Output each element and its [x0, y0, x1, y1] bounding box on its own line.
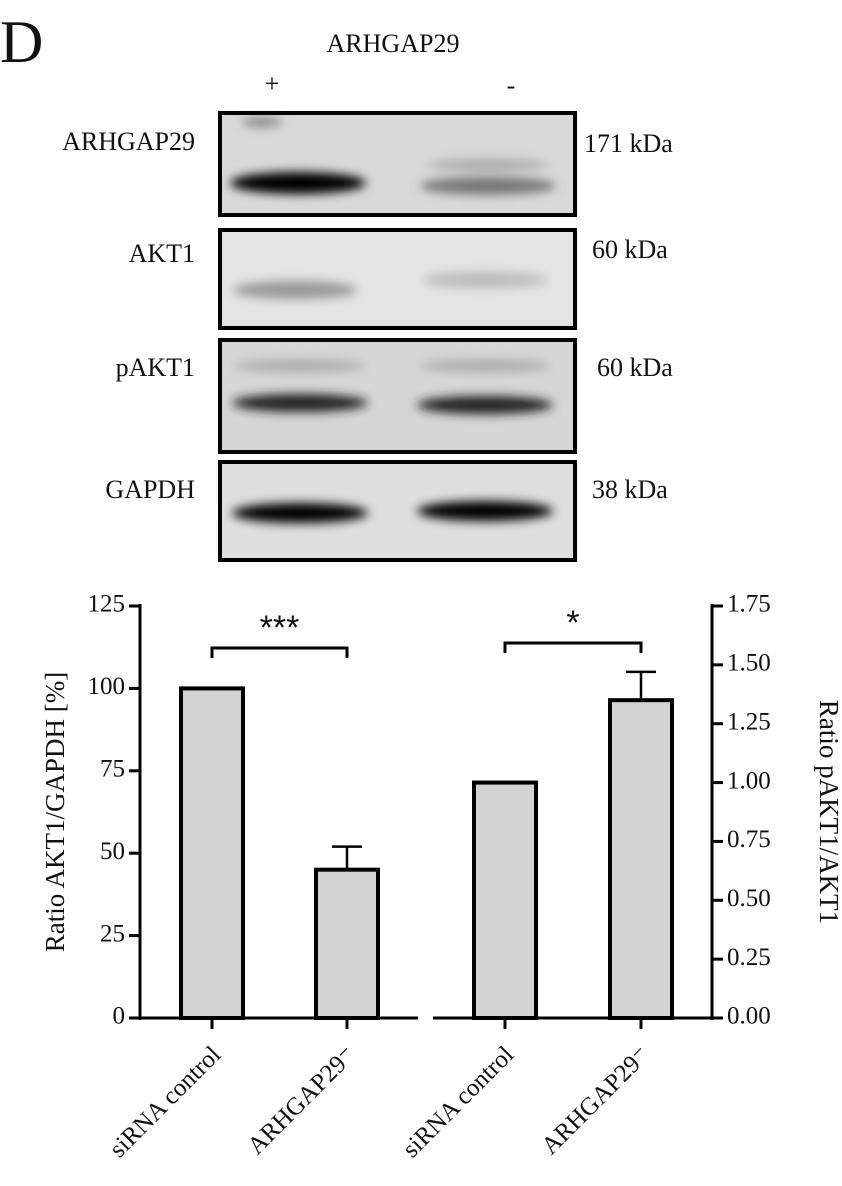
x-tick-label: ARHGAP29⁻	[537, 1041, 656, 1160]
y-tick-label: 1.00	[727, 767, 771, 794]
panel-label: D	[0, 9, 43, 75]
y-tick-label: 0.75	[727, 826, 771, 853]
blot-row-label: pAKT1	[116, 353, 195, 382]
blot-row-label: AKT1	[129, 239, 195, 268]
y-tick-label: 25	[100, 920, 125, 947]
y-tick-label: 0.25	[727, 944, 771, 971]
bar	[314, 867, 380, 1020]
x-tick-label: siRNA control	[398, 1041, 520, 1163]
bar	[608, 698, 674, 1021]
blot-size: 38 kDa	[592, 475, 668, 504]
axis-title: Ratio pAKT1/AKT1	[814, 700, 842, 924]
blot-row-label: ARHGAP29	[62, 127, 195, 156]
significance-label: *	[566, 604, 579, 642]
y-tick-label: 0.00	[727, 1003, 771, 1030]
axis-title: Ratio AKT1/GAPDH [%]	[40, 672, 70, 952]
x-tick-label: siRNA control	[105, 1041, 227, 1163]
lane-label: +	[265, 69, 280, 98]
blot	[218, 111, 577, 562]
x-tick-label: ARHGAP29⁻	[243, 1041, 362, 1160]
y-tick-label: 50	[100, 838, 125, 865]
blot-size: 171 kDa	[584, 129, 673, 158]
y-tick-label: 1.75	[727, 591, 771, 618]
blot-size: 60 kDa	[597, 353, 673, 382]
y-tick-label: 0.50	[727, 885, 771, 912]
blot-header: ARHGAP29	[327, 29, 460, 58]
y-tick-label: 100	[88, 673, 126, 700]
y-tick-label: 0	[113, 1003, 126, 1030]
significance-bracket	[503, 641, 643, 653]
y-tick-label: 1.50	[727, 650, 771, 677]
bar	[179, 686, 245, 1021]
y-tick-label: 75	[100, 756, 125, 783]
lane-label: -	[507, 71, 516, 100]
blot-size: 60 kDa	[592, 235, 668, 264]
bar	[472, 780, 538, 1020]
significance-label: ***	[260, 609, 300, 647]
y-tick-label: 1.25	[727, 708, 771, 735]
blot-row-label: GAPDH	[105, 475, 195, 504]
significance-bracket	[210, 646, 349, 658]
y-tick-label: 125	[88, 591, 126, 618]
